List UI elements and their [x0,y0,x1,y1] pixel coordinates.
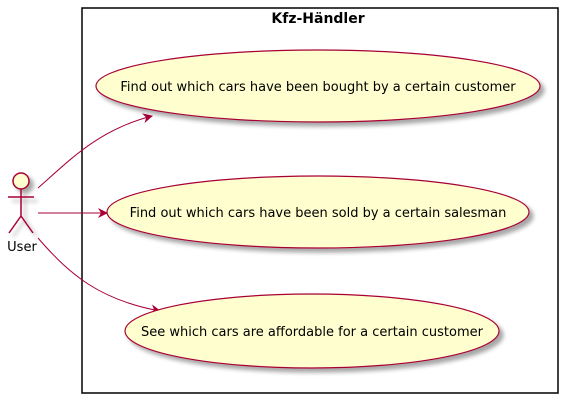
associations [37,113,161,315]
use-case-ellipse [124,293,500,369]
use-case-affordable[interactable]: See which cars are affordable for a cert… [124,293,500,369]
use-case-bought[interactable]: Find out which cars have been bought by … [95,49,541,123]
actor-user[interactable]: User [7,172,37,255]
association-arrow-affordable [37,237,161,315]
system-boundary-title: Kfz-Händler [271,11,364,27]
actor-label: User [7,240,37,255]
use-case-sold[interactable]: Find out which cars have been sold by a … [106,175,530,249]
use-case-label: Find out which cars have been sold by a … [130,206,507,221]
use-case-ellipse [106,175,530,249]
stick-figure-icon [8,172,34,234]
use-case-label: Find out which cars have been bought by … [120,80,516,95]
use-case-label: See which cars are affordable for a cert… [141,325,484,340]
use-case-ellipse [95,49,541,123]
association-arrow-bought [37,113,153,189]
